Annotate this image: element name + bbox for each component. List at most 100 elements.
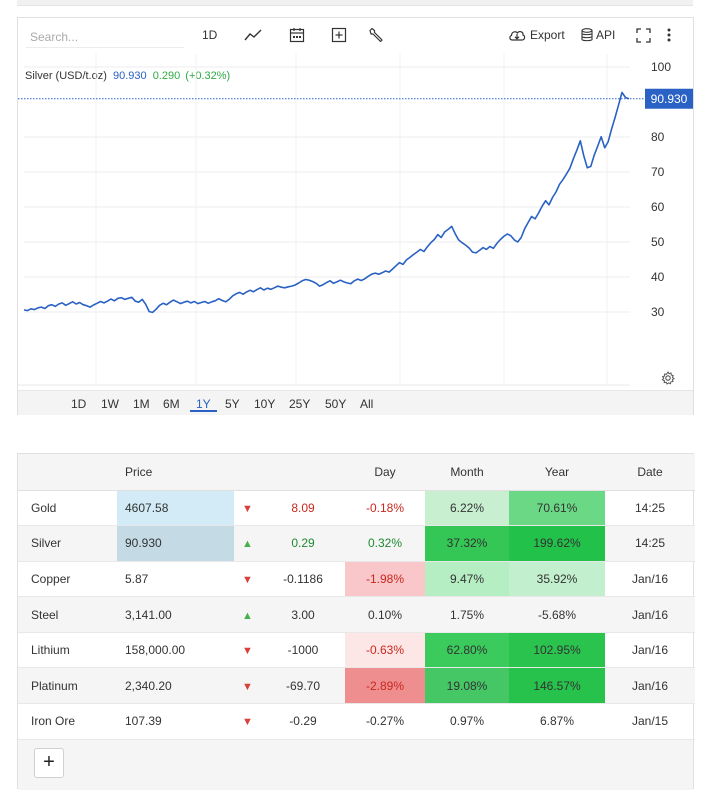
year-pct-cell: 6.87% <box>509 703 605 740</box>
wrench-icon <box>369 27 383 43</box>
day-pct-cell: 0.10% <box>345 596 425 633</box>
table-row[interactable]: Silver 90.930 ▲ 0.29 0.32% 37.32% 199.62% 14:25 <box>18 525 695 562</box>
range-button-25y[interactable]: 25Y <box>289 397 311 411</box>
day-pct-cell: 0.32% <box>345 525 425 562</box>
y-tick-label: 30 <box>651 305 665 319</box>
chart-widget: 1D <box>17 17 694 415</box>
commodity-name-link[interactable]: Steel <box>18 596 117 633</box>
header-year[interactable]: Year <box>509 454 605 491</box>
arrow-down-icon: ▼ <box>242 645 253 658</box>
silver-price-line <box>23 91 630 314</box>
day-pct-cell: -2.89% <box>345 667 425 705</box>
direction-cell: ▼ <box>234 703 261 740</box>
day-pct-cell: -0.18% <box>345 490 425 527</box>
year-pct-cell: 102.95% <box>509 632 605 669</box>
commodities-table-card: Price Day Month Year Date Gold 4607.58 ▼ 8.… <box>17 453 695 790</box>
range-button-1m[interactable]: 1M <box>133 397 150 411</box>
commodity-name-link[interactable]: Iron Ore <box>18 703 117 740</box>
commodity-name-link[interactable]: Gold <box>18 490 117 527</box>
date-cell: 14:25 <box>605 490 695 527</box>
api-button[interactable]: API <box>581 24 615 46</box>
change-cell: -69.70 <box>261 667 345 705</box>
table-row[interactable]: Gold 4607.58 ▼ 8.09 -0.18% 6.22% 70.61% 14:25 <box>18 490 695 527</box>
legend-pct: (+0.32%) <box>185 70 231 82</box>
range-selector: 1D 1W 1M 6M 1Y 5Y 10Y 25Y 50Y All <box>18 390 693 415</box>
year-pct-cell: 146.57% <box>509 667 605 705</box>
calendar-button[interactable] <box>289 24 305 46</box>
interval-button[interactable]: 1D <box>202 24 217 46</box>
more-vertical-icon <box>667 28 671 42</box>
legend-change: 0.290 <box>152 70 181 82</box>
price-cell: 5.87 <box>117 561 234 598</box>
change-cell: -0.29 <box>261 703 345 740</box>
chart-settings-button[interactable] <box>661 371 675 390</box>
y-tick-label: 80 <box>651 130 665 144</box>
export-button[interactable]: Export <box>508 24 565 46</box>
year-pct-cell: 35.92% <box>509 561 605 598</box>
range-button-1d[interactable]: 1D <box>71 397 87 411</box>
chart-type-button[interactable] <box>244 24 262 46</box>
date-cell: Jan/15 <box>605 703 695 740</box>
table-row[interactable]: Copper 5.87 ▼ -0.1186 -1.98% 9.47% 35.92% Jan/1… <box>18 561 695 598</box>
header-month[interactable]: Month <box>425 454 509 491</box>
y-tick-label: 100 <box>651 60 671 74</box>
range-button-10y[interactable]: 10Y <box>254 397 276 411</box>
range-button-6m[interactable]: 6M <box>163 397 180 411</box>
date-cell: Jan/16 <box>605 632 695 669</box>
top-strip <box>17 0 693 6</box>
search-input[interactable] <box>26 26 184 48</box>
range-button-5y[interactable]: 5Y <box>225 397 240 411</box>
price-cell: 4607.58 <box>117 490 234 527</box>
add-commodity-button[interactable]: + <box>34 748 64 778</box>
year-pct-cell: 70.61% <box>509 490 605 527</box>
arrow-down-icon: ▼ <box>242 716 253 729</box>
database-icon <box>581 28 593 42</box>
header-date[interactable]: Date <box>605 454 695 491</box>
change-cell: 0.29 <box>261 525 345 562</box>
more-options-button[interactable] <box>666 24 672 46</box>
header-price[interactable]: Price <box>117 454 234 491</box>
price-cell: 3,141.00 <box>117 596 234 633</box>
table-row[interactable]: Lithium 158,000.00 ▼ -1000 -0.63% 62.80% 102.9… <box>18 632 695 669</box>
price-chart[interactable]: 304050607080100MarMayJulSepNov202690.930 <box>18 54 695 390</box>
api-label: API <box>596 28 616 42</box>
y-tick-label: 50 <box>651 235 665 249</box>
last-price-tag <box>645 88 693 109</box>
header-day[interactable]: Day <box>345 454 425 491</box>
compare-button[interactable] <box>331 24 347 46</box>
fullscreen-button[interactable] <box>636 24 651 46</box>
price-cell: 158,000.00 <box>117 632 234 669</box>
month-pct-cell: 37.32% <box>425 525 509 562</box>
y-tick-label: 40 <box>651 270 665 284</box>
change-cell: -1000 <box>261 632 345 669</box>
commodity-name-link[interactable]: Lithium <box>18 632 117 669</box>
line-chart-icon <box>244 29 262 41</box>
chart-toolbar: 1D <box>18 18 693 54</box>
month-pct-cell: 6.22% <box>425 490 509 527</box>
month-pct-cell: 9.47% <box>425 561 509 598</box>
year-pct-cell: 199.62% <box>509 525 605 562</box>
fullscreen-icon <box>636 27 651 43</box>
date-cell: Jan/16 <box>605 561 695 598</box>
range-button-all[interactable]: All <box>360 397 374 411</box>
direction-cell: ▼ <box>234 490 261 527</box>
table-row[interactable]: Platinum 2,340.20 ▼ -69.70 -2.89% 19.08% 146.5… <box>18 667 695 705</box>
legend-name: Silver (USD/t.oz) <box>25 70 107 82</box>
y-tick-label: 70 <box>651 165 665 179</box>
range-button-1w[interactable]: 1W <box>101 397 119 411</box>
export-label: Export <box>530 28 565 42</box>
table-row[interactable]: Steel 3,141.00 ▲ 3.00 0.10% 1.75% -5.68% Jan/16 <box>18 596 695 633</box>
cloud-download-icon <box>509 31 526 41</box>
commodity-name-link[interactable]: Silver <box>18 525 117 562</box>
commodity-name-link[interactable]: Platinum <box>18 667 117 705</box>
month-pct-cell: 62.80% <box>425 632 509 669</box>
tools-button[interactable] <box>368 24 384 46</box>
table-row[interactable]: Iron Ore 107.39 ▼ -0.29 -0.27% 0.97% 6.87% Jan/… <box>18 703 695 740</box>
calendar-icon <box>289 28 305 43</box>
range-button-50y[interactable]: 50Y <box>325 397 347 411</box>
range-button-1y[interactable]: 1Y <box>190 396 217 412</box>
commodity-name-link[interactable]: Copper <box>18 561 117 598</box>
day-pct-cell: -0.27% <box>345 703 425 740</box>
direction-cell: ▲ <box>234 596 261 633</box>
day-pct-cell: -1.98% <box>345 561 425 598</box>
